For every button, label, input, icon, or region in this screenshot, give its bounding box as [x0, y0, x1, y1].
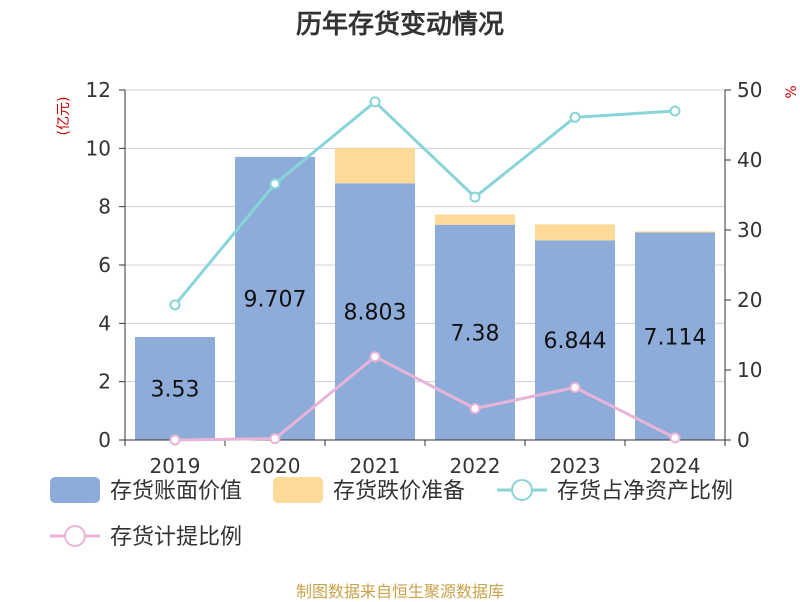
- right-tick-label: 0: [737, 428, 750, 452]
- bar-book-value: [335, 183, 415, 440]
- legend-label: 存货账面价值: [110, 479, 242, 504]
- x-tick-label: 2024: [650, 454, 701, 478]
- chart-title: 历年存货变动情况: [295, 10, 504, 40]
- x-tick-label: 2022: [450, 454, 501, 478]
- line-point: [269, 178, 281, 190]
- left-tick-label: 4: [98, 311, 111, 335]
- x-tick-label: 2019: [150, 454, 201, 478]
- bar-provision: [335, 148, 415, 184]
- line-series-3: [174, 354, 676, 442]
- legend-label: 存货跌价准备: [333, 479, 465, 504]
- bars: [135, 148, 715, 441]
- line-point: [669, 432, 681, 444]
- left-tick-label: 12: [86, 78, 111, 102]
- bar-book-value: [235, 156, 315, 441]
- line-point: [269, 433, 281, 445]
- line-point: [569, 111, 581, 123]
- lines: [169, 96, 681, 446]
- left-tick-label: 2: [98, 370, 111, 394]
- line-series-2: [173, 99, 676, 306]
- bar-book-value: [535, 240, 615, 440]
- source-note: 制图数据来自恒生聚源数据库: [295, 582, 504, 601]
- left-axis-unit: (亿元): [56, 97, 72, 136]
- bar-value-label: 9.707: [244, 287, 307, 312]
- line-point: [169, 299, 181, 311]
- legend-marker: [511, 479, 533, 501]
- legend-swatch: [273, 477, 323, 503]
- line-point: [569, 382, 581, 393]
- left-tick-label: 6: [98, 253, 111, 277]
- bar-provision: [435, 214, 515, 225]
- bar-value-label: 3.53: [151, 378, 200, 403]
- grid-lines: [125, 89, 725, 383]
- right-tick-label: 20: [737, 288, 762, 312]
- legend-label: 存货占净资产比例: [557, 479, 733, 504]
- left-tick-label: 0: [98, 428, 111, 452]
- bar-value-label: 6.844: [544, 329, 607, 354]
- right-tick-label: 30: [737, 218, 762, 242]
- legend-label: 存货计提比例: [110, 525, 242, 550]
- x-tick-label: 2020: [250, 454, 301, 478]
- bar-value-label: 8.803: [344, 301, 407, 326]
- bar-value-label: 7.114: [644, 325, 707, 350]
- right-tick-label: 40: [737, 148, 762, 172]
- axes: (亿元) % 0 2 4 6 8 10 12 0 10 20 30 40 50 2019 2020 2021 2…: [56, 78, 800, 478]
- line-point: [369, 96, 381, 108]
- line-point: [469, 191, 481, 203]
- bar-book-value: [135, 337, 215, 440]
- right-axis-unit: %: [784, 85, 800, 98]
- bar-provision: [635, 231, 715, 233]
- bar-provision: [535, 224, 615, 241]
- left-tick-label: 8: [98, 195, 111, 219]
- data-labels: 3.53 9.707 8.803 7.38 6.844 7.114: [151, 287, 707, 402]
- right-tick-label: 10: [737, 358, 762, 382]
- line-point: [169, 434, 181, 446]
- bar-value-label: 7.38: [451, 321, 500, 346]
- x-tick-label: 2023: [550, 454, 601, 478]
- line-point: [469, 403, 481, 414]
- legend-marker: [64, 525, 86, 547]
- left-tick-label: 10: [86, 136, 111, 160]
- x-tick-label: 2021: [350, 454, 401, 478]
- bar-book-value: [635, 232, 715, 440]
- line-point: [669, 105, 681, 117]
- right-tick-label: 50: [737, 78, 762, 102]
- legend-swatch: [50, 477, 100, 503]
- line-point: [369, 351, 381, 363]
